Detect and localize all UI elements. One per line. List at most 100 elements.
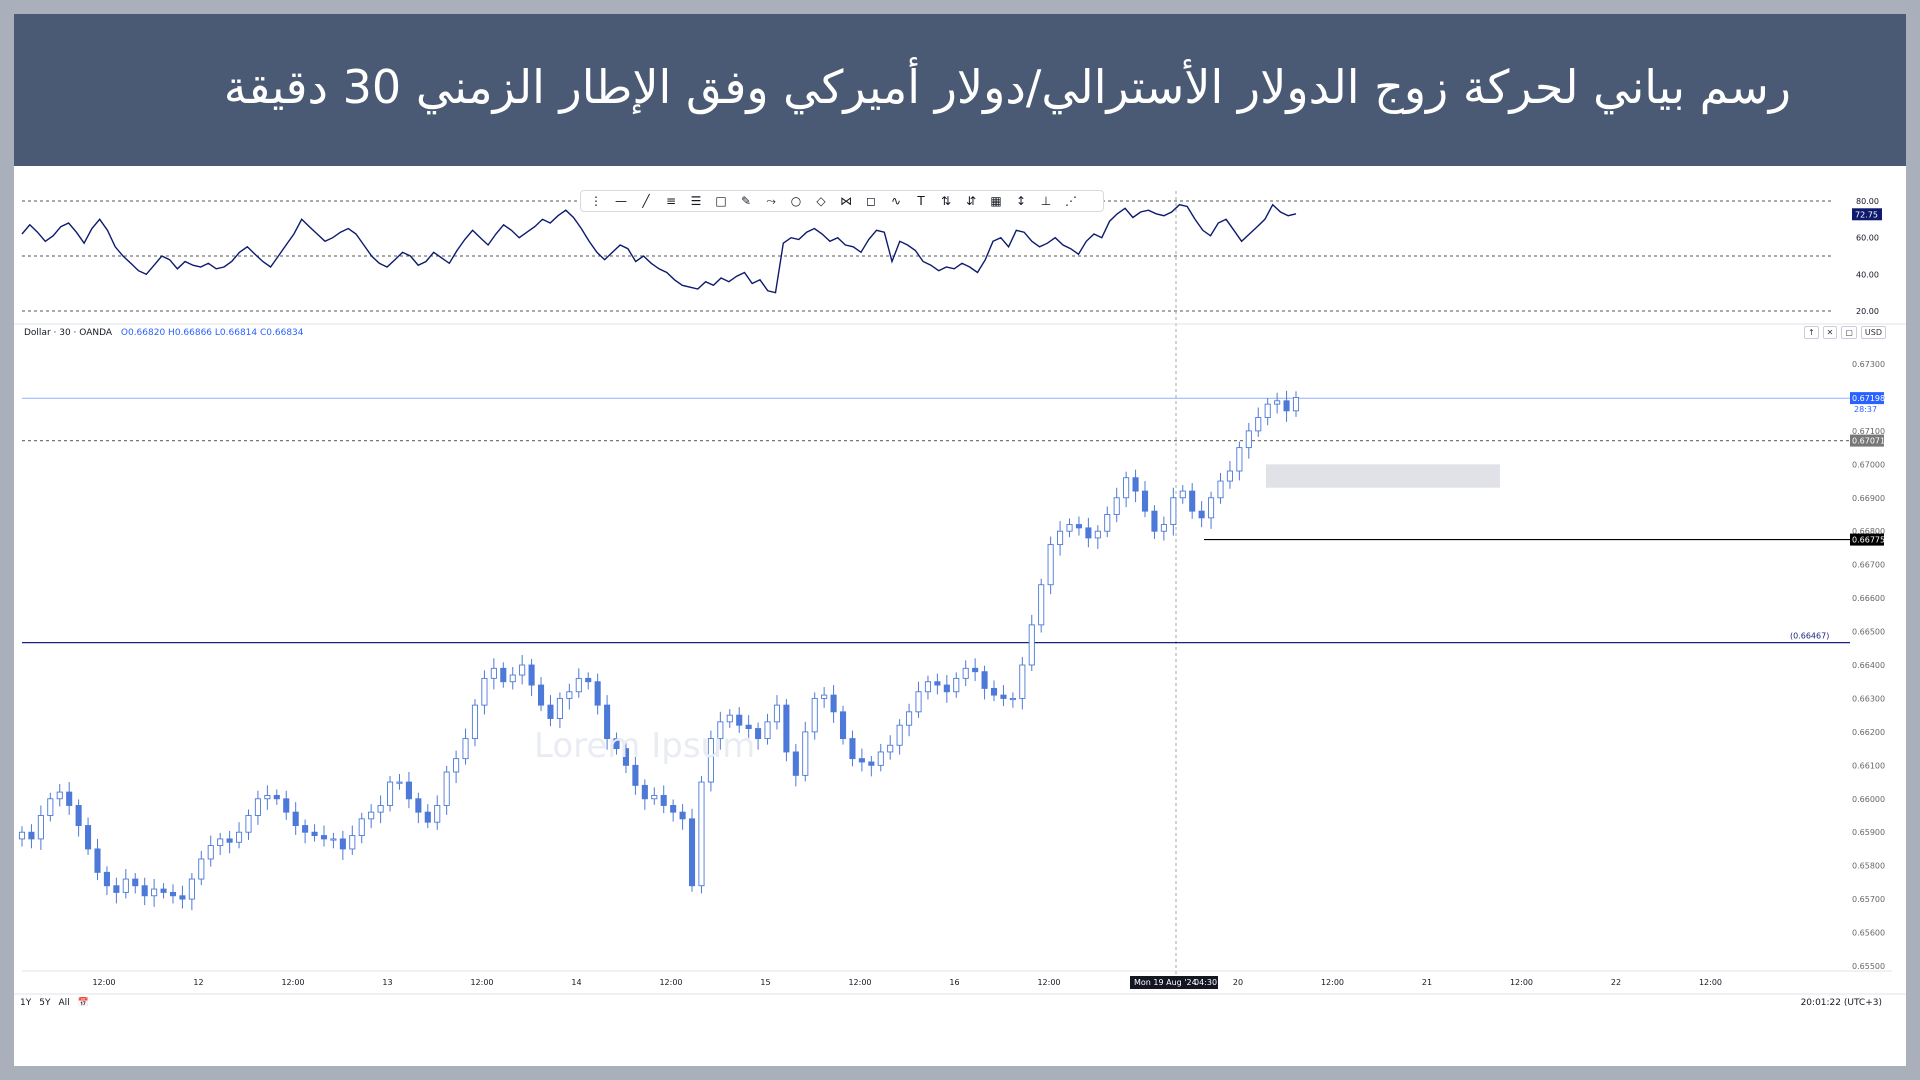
candle-body bbox=[651, 794, 658, 800]
candle-body bbox=[604, 704, 611, 740]
candle-body bbox=[236, 831, 243, 843]
candle-body bbox=[556, 697, 563, 719]
circle-icon[interactable]: ○ bbox=[790, 194, 802, 208]
candle-body bbox=[764, 721, 771, 740]
candle-body bbox=[47, 798, 54, 816]
price-tick-label: 0.66600 bbox=[1852, 594, 1885, 603]
level-label-2: 0.67071 bbox=[1852, 437, 1885, 446]
price-tick-label: 0.65500 bbox=[1852, 962, 1885, 971]
level-label-3: 0.67198 bbox=[1852, 394, 1885, 403]
candle-body bbox=[953, 677, 960, 693]
price-line-icon[interactable]: ↕ bbox=[1015, 194, 1027, 208]
range-1y[interactable]: 1Y bbox=[20, 998, 32, 1008]
candle-body bbox=[755, 728, 762, 740]
candle-body bbox=[434, 805, 441, 823]
parallel-channel-icon[interactable]: ≡ bbox=[665, 194, 677, 208]
level-badge-2 bbox=[1850, 434, 1884, 447]
gann-fan-icon[interactable]: ⋰ bbox=[1065, 194, 1077, 208]
price-tick-label: 0.66900 bbox=[1852, 494, 1885, 503]
restore-icon[interactable]: ▢ bbox=[1841, 326, 1857, 339]
candle-body bbox=[311, 831, 318, 837]
arrow-up-icon[interactable]: ↑ bbox=[1803, 326, 1819, 339]
candle-body bbox=[1085, 527, 1092, 539]
candle-body bbox=[462, 738, 469, 760]
rsi-line bbox=[21, 203, 1297, 294]
price-tick-label: 0.65900 bbox=[1852, 828, 1885, 837]
candle-body bbox=[943, 684, 950, 693]
collapse-icon[interactable]: ✕ bbox=[1822, 326, 1838, 339]
rectangle-icon[interactable]: □ bbox=[715, 194, 727, 208]
level-badge-1 bbox=[1850, 533, 1884, 546]
candle-body bbox=[75, 805, 82, 826]
x-tick-label: 12:00 bbox=[1510, 978, 1533, 987]
candle-body bbox=[1019, 664, 1026, 699]
x-tick-label: 12:00 bbox=[659, 978, 682, 987]
candle-body bbox=[547, 704, 554, 719]
path-icon[interactable]: ⤳ bbox=[766, 194, 776, 208]
page-title: رسم بياني لحركة زوج الدولار الأسترالي/دو… bbox=[223, 60, 1791, 114]
candle-body bbox=[320, 835, 328, 840]
candle-body bbox=[839, 711, 847, 740]
candle-body bbox=[1057, 530, 1064, 546]
calendar-icon[interactable]: 📅 bbox=[77, 998, 89, 1008]
candle-body bbox=[66, 791, 73, 806]
brush-icon[interactable]: ✎ bbox=[740, 194, 752, 208]
candle-body bbox=[1047, 544, 1054, 586]
candle-body bbox=[330, 838, 337, 841]
candle-body bbox=[226, 838, 233, 843]
candle-body bbox=[1170, 497, 1177, 525]
candle-body bbox=[613, 738, 620, 750]
candle-body bbox=[1264, 403, 1271, 418]
candle-body bbox=[537, 684, 545, 706]
elliott-wave-icon[interactable]: ∿ bbox=[890, 194, 902, 208]
price-tick-label: 0.66400 bbox=[1852, 661, 1885, 670]
candle-body bbox=[830, 694, 837, 713]
candle-body bbox=[1255, 417, 1262, 432]
rsi-tick-label: 40.00 bbox=[1856, 270, 1879, 279]
candle-body bbox=[670, 805, 677, 813]
candle-body bbox=[141, 885, 148, 897]
candle-body bbox=[660, 794, 667, 806]
candle-body bbox=[528, 664, 535, 686]
candle-body bbox=[1245, 430, 1252, 449]
callout-icon[interactable]: ◻ bbox=[866, 194, 876, 208]
x-tick-label: 20 bbox=[1233, 978, 1243, 987]
level-label-0: (0.66467) bbox=[1790, 632, 1829, 641]
candle-body bbox=[1028, 624, 1035, 666]
long-position-icon[interactable]: ⇅ bbox=[940, 194, 952, 208]
measure-icon[interactable]: ⊥ bbox=[1040, 194, 1052, 208]
candle-body bbox=[1226, 470, 1233, 482]
trend-line-icon[interactable]: ╱ bbox=[642, 194, 650, 208]
candle-body bbox=[169, 891, 177, 897]
pattern-icon[interactable]: ⋈ bbox=[840, 194, 852, 208]
candle-body bbox=[1198, 510, 1205, 519]
price-tick-label: 0.66300 bbox=[1852, 694, 1885, 703]
horizontal-ray-icon[interactable]: — bbox=[615, 194, 627, 208]
candle-body bbox=[906, 711, 913, 726]
price-tick-label: 0.65800 bbox=[1852, 862, 1885, 871]
chart-canvas[interactable]: 80.0060.0040.0020.0072.750.673000.672000… bbox=[14, 166, 1906, 1066]
currency-button[interactable]: USD bbox=[1860, 326, 1886, 339]
symbol-label[interactable]: Dollar · 30 · OANDA bbox=[24, 328, 113, 338]
rsi-tick-label: 20.00 bbox=[1856, 307, 1879, 316]
candle-body bbox=[1217, 480, 1224, 499]
candle-body bbox=[990, 687, 998, 696]
x-tick-label: 15 bbox=[760, 978, 770, 987]
fib-retracement-icon[interactable]: ☰ bbox=[690, 194, 702, 208]
rsi-tick-label: 60.00 bbox=[1856, 234, 1879, 243]
short-position-icon[interactable]: ⇵ bbox=[965, 194, 977, 208]
candle-body bbox=[198, 858, 205, 880]
candle-body bbox=[1189, 490, 1196, 512]
drag-handle-icon[interactable]: ⋮ bbox=[590, 194, 602, 208]
candle-body bbox=[783, 704, 790, 753]
price-tick-label: 0.66700 bbox=[1852, 561, 1885, 570]
grid-icon[interactable]: ▦ bbox=[990, 194, 1002, 208]
candle-body bbox=[1141, 490, 1149, 512]
candle-body bbox=[151, 888, 158, 897]
candle-body bbox=[1274, 400, 1281, 405]
text-icon[interactable]: T bbox=[917, 194, 925, 208]
candle-body bbox=[641, 784, 648, 800]
range-5y[interactable]: 5Y bbox=[39, 998, 51, 1008]
range-all[interactable]: All bbox=[58, 998, 70, 1008]
rotated-rectangle-icon[interactable]: ◇ bbox=[816, 194, 826, 208]
